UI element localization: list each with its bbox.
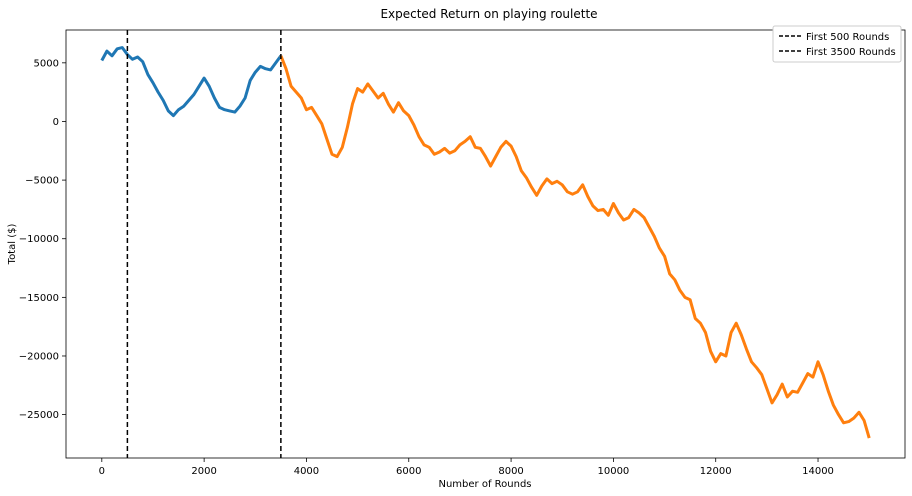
- axes-frame: [65, 29, 906, 459]
- y-tick-label: −25000: [19, 410, 59, 421]
- y-axis-label: Total ($): [7, 224, 18, 266]
- x-axis-label: Number of Rounds: [438, 479, 531, 490]
- x-tick-label: 14000: [802, 466, 834, 477]
- x-tick-label: 0: [99, 466, 105, 477]
- x-tick-label: 12000: [700, 466, 732, 477]
- x-tick-label: 10000: [597, 466, 629, 477]
- x-tick-label: 6000: [396, 466, 421, 477]
- y-tick-label: 0: [53, 117, 59, 128]
- series-line-0: [100, 46, 283, 118]
- legend-box: [772, 25, 902, 63]
- legend-label-500: First 500 Rounds: [806, 32, 889, 43]
- y-tick-label: −5000: [25, 176, 59, 187]
- y-tick-label: −10000: [19, 234, 59, 245]
- legend: First 500 Rounds First 3500 Rounds: [772, 25, 902, 63]
- x-tick-label: 2000: [191, 466, 216, 477]
- y-tick-label: 5000: [34, 58, 59, 69]
- y-tick-label: −20000: [19, 351, 59, 362]
- y-axis: 5000 0 −5000 −10000 −15000 −20000 −25000: [19, 58, 66, 421]
- plot-area: [100, 30, 871, 458]
- legend-label-3500: First 3500 Rounds: [806, 47, 896, 58]
- chart-title: Expected Return on playing roulette: [380, 7, 597, 21]
- y-tick-label: −15000: [19, 293, 59, 304]
- x-tick-label: 4000: [294, 466, 319, 477]
- series-line-1: [279, 55, 871, 439]
- x-tick-label: 8000: [498, 466, 523, 477]
- x-axis: 0 2000 4000 6000 8000 10000 12000 14000: [99, 458, 834, 477]
